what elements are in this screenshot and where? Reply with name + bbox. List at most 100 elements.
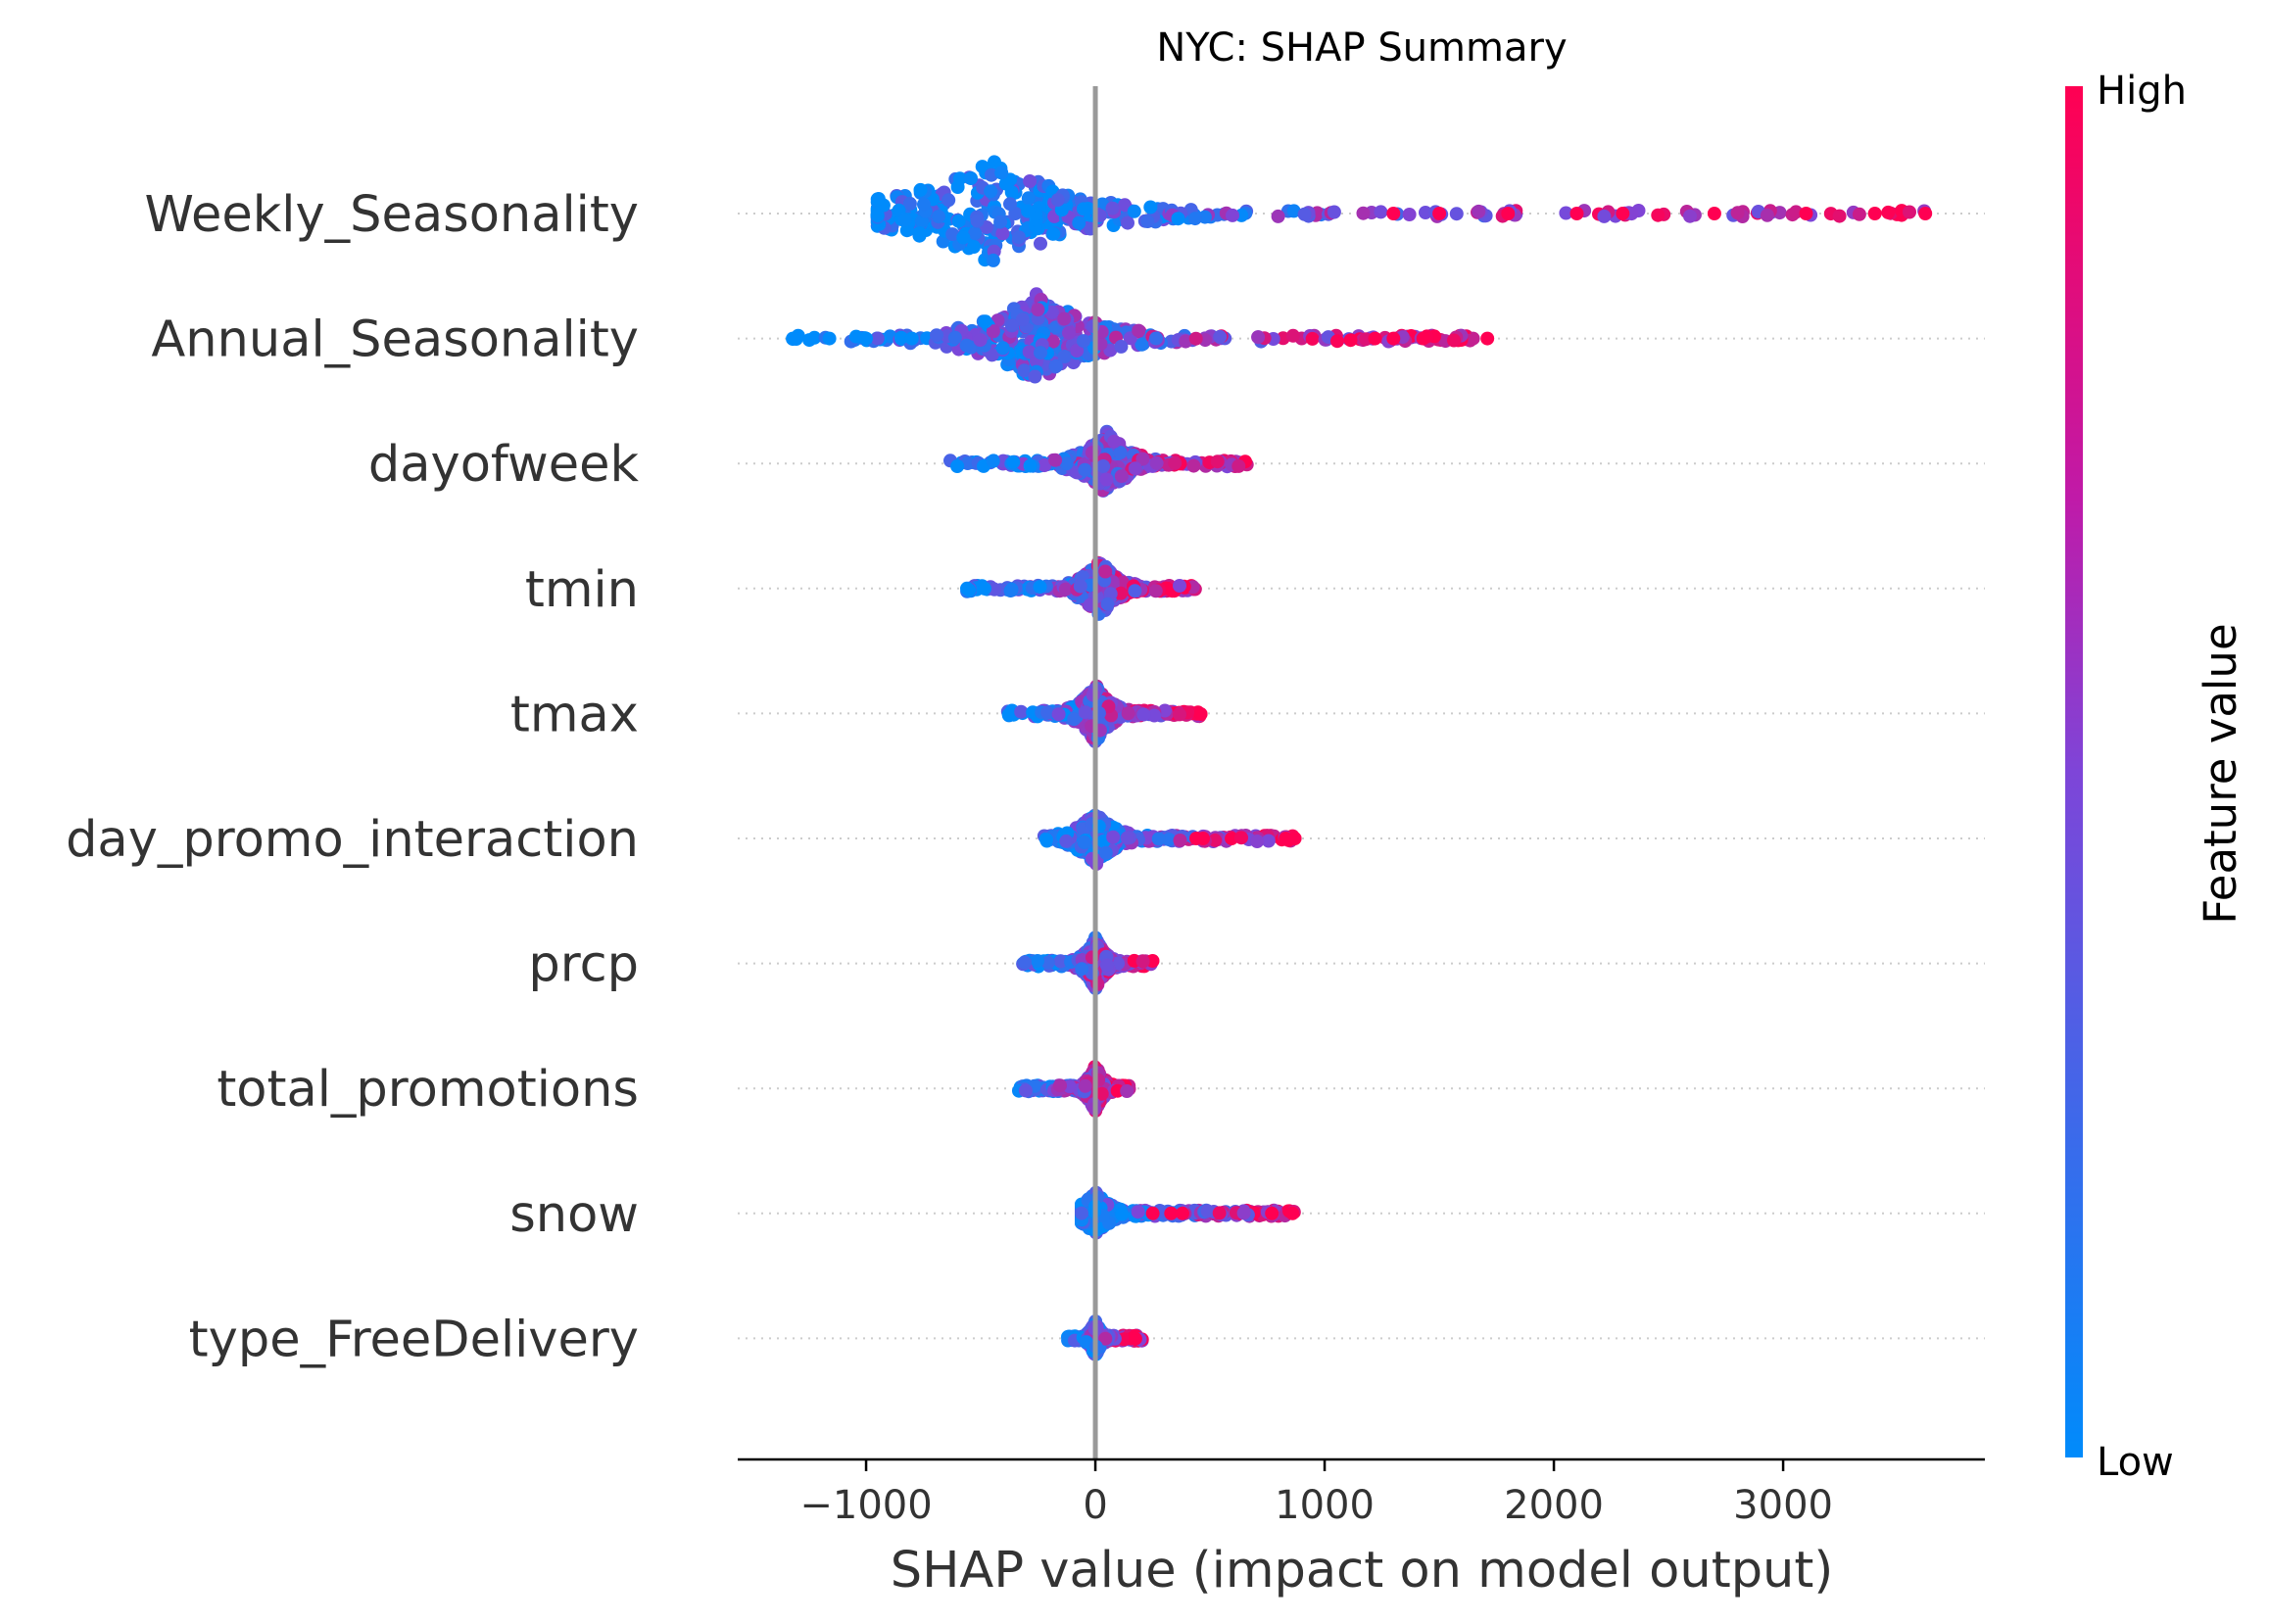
shap-point [1149,331,1163,346]
x-tick-label: −1000 [799,1483,932,1528]
shap-point [1017,955,1032,970]
shap-point [1128,461,1142,476]
shap-point [985,348,999,362]
shap-point [1187,212,1202,226]
shap-point [1881,205,1896,219]
feature-label: total_promotions [217,1061,639,1119]
shap-point [1374,205,1388,219]
shap-point [1077,836,1091,849]
shap-point [1305,331,1320,346]
shap-point [1730,206,1745,220]
shap-point [1149,455,1164,470]
chart-title: NYC: SHAP Summary [1156,25,1567,71]
shap-point [1006,454,1021,469]
shap-point [1040,705,1055,720]
shap-point [870,209,885,222]
shap-point [1059,456,1074,471]
x-tick-label: 2000 [1504,1483,1604,1528]
shap-point [1106,830,1121,844]
shap-point [1015,312,1030,327]
shap-point [1103,587,1118,601]
shap-point [1075,1206,1088,1220]
shap-point [1131,1205,1145,1219]
shap-point [902,196,917,211]
shap-point [1501,207,1516,220]
shap-point [1918,207,1933,220]
shap-point [1014,704,1029,719]
shap-point [1121,215,1134,230]
shap-point [1368,331,1382,346]
shap-point [1031,303,1045,317]
feature-label: Annual_Seasonality [151,311,639,369]
shap-point [1003,197,1017,212]
shap-point [1683,209,1697,223]
shap-point [1053,954,1068,969]
feature-label: tmax [510,686,639,743]
feature-label: day_promo_interaction [66,811,639,869]
shap-point [1212,1206,1227,1220]
shap-point [995,226,1010,241]
shap-point [917,197,931,212]
shap-point [941,193,956,208]
shap-point [1072,215,1086,230]
shap-point [1135,452,1150,466]
shap-point [1034,236,1047,251]
shap-point [1356,206,1371,220]
shap-point [1004,318,1019,333]
shap-point [986,324,1000,339]
shap-point [960,456,975,470]
shap-point [1105,201,1120,215]
shap-point [1098,1331,1113,1346]
shap-point [951,214,966,228]
shap-point [893,330,908,345]
shap-point [1402,208,1417,221]
shap-point [1597,209,1612,223]
shap-point [1867,207,1882,220]
shap-point [870,331,885,346]
shap-point [978,314,992,329]
shap-point [1416,331,1430,346]
shap-point [1033,580,1047,595]
shap-point [1048,358,1063,373]
shap-point [1098,564,1113,579]
shap-point [1832,209,1847,223]
shap-point [1447,333,1461,348]
shap-point [956,230,971,245]
feature-label: tmin [525,561,639,619]
shap-point [1569,207,1584,220]
shap-point [1059,834,1074,848]
shap-point [1100,597,1115,611]
shap-point [1386,207,1401,220]
row-gridlines [738,213,1985,1340]
shap-point [964,171,978,185]
shap-point [988,582,1002,597]
shap-point [913,182,928,197]
shap-point [932,210,945,224]
shap-point [1099,958,1114,973]
shap-point [998,176,1013,191]
x-axis-ticks: −1000 0 1000 2000 3000 [799,1459,1833,1528]
shap-point [1789,205,1804,219]
shap-point [1251,330,1266,345]
shap-point [936,234,950,249]
shap-point [1003,584,1018,597]
shap-point [1031,954,1044,968]
shap-point [1051,707,1066,722]
shap-point [904,331,919,346]
shap-point [1148,584,1163,598]
x-tick-label: 1000 [1275,1483,1375,1528]
shap-point [1140,215,1155,228]
shap-point [1193,707,1208,721]
shap-point [1176,1206,1189,1220]
shap-point [1018,1083,1033,1098]
shap-point [1449,207,1464,221]
shap-point [1028,369,1042,384]
shap-point [1173,834,1187,847]
shap-point [1265,1206,1279,1220]
shap-point [1196,832,1210,845]
shap-point [1046,226,1061,241]
shap-point [1128,584,1142,598]
x-tick-label: 3000 [1733,1483,1833,1528]
shap-point [1012,230,1026,245]
